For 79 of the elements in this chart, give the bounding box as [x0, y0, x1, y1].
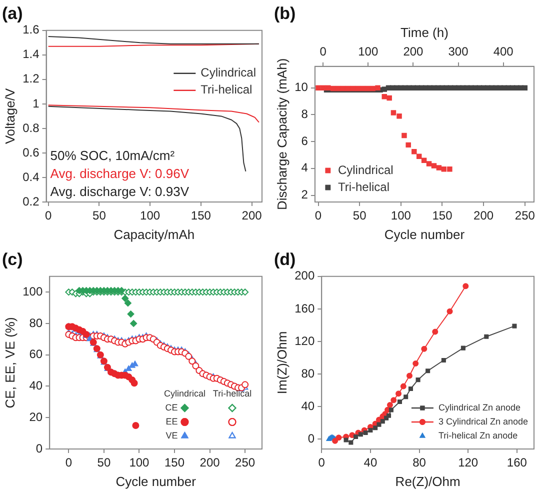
y-axis-title: CE, EE, VE (%) [2, 317, 18, 408]
x-axis-title: Re(Z)/Ohm [395, 474, 460, 489]
legend-label: Tri-helical [200, 82, 252, 97]
y-tick-label: 6 [301, 134, 308, 148]
y-axis-title: Discharge Capacity (mAh) [274, 58, 290, 210]
y-tick-label: 120 [294, 334, 315, 348]
legend-label: Cylindrical Zn anode [438, 402, 520, 412]
annotation: 50% SOC, 10mA/cm² [50, 148, 176, 163]
x-tick-label: 50 [352, 208, 367, 223]
y-tick-label: 1.6 [22, 22, 40, 37]
legend-label: Cylindrical [338, 162, 394, 177]
y-tick-label: 0 [308, 432, 315, 446]
y-tick-label: 80 [301, 366, 315, 380]
y-tick-label: 0 [36, 441, 43, 456]
x-axis-title: Cycle number [116, 474, 197, 489]
x-tick-label: 50 [92, 208, 106, 223]
x2-tick-label: 100 [358, 44, 378, 59]
annotation: Tri-helical [212, 388, 252, 398]
legend-label: Tri-helical [338, 180, 390, 194]
chart-title: (c) [2, 250, 23, 269]
x-tick-label: 200 [474, 208, 494, 223]
x-tick-label: 100 [129, 456, 150, 470]
y-tick-label: 60 [29, 347, 43, 362]
y-tick-label: 160 [294, 301, 315, 316]
x-tick-label: 160 [506, 456, 528, 470]
x-tick-label: 200 [200, 456, 220, 470]
y-tick-label: 0.6 [22, 145, 40, 160]
x-tick-label: 200 [242, 208, 262, 223]
y-tick-label: 8 [301, 107, 308, 122]
y-tick-label: 1 [32, 96, 40, 110]
x2-tick-label: 200 [403, 44, 424, 59]
annotation: Cylindrical [164, 388, 206, 398]
legend-label: Cylindrical [200, 66, 256, 80]
y-tick-label: 4 [301, 160, 308, 175]
legend-label: VE [166, 430, 178, 440]
x2-tick-label: 400 [493, 44, 514, 59]
y-tick-label: 1.2 [22, 72, 40, 86]
x-tick-label: 0 [44, 208, 52, 223]
x-tick-label: 100 [390, 208, 412, 223]
y-tick-label: 100 [22, 284, 43, 298]
legend-label: CE [165, 402, 178, 412]
y-tick-label: 2 [301, 188, 308, 202]
y-tick-label: 0.8 [22, 120, 40, 135]
y-tick-label: 200 [294, 268, 315, 283]
legend-label: Tri-helical Zn anode [438, 430, 518, 440]
x2-tick-label: 300 [448, 44, 469, 59]
y-tick-label: 10 [294, 80, 308, 94]
annotation: Avg. discharge V: 0.96V [50, 166, 190, 181]
x-tick-label: 250 [235, 456, 256, 470]
x-axis-title: Cycle number [384, 226, 466, 242]
x2-axis-title: Time (h) [400, 24, 448, 40]
x-tick-label: 150 [432, 208, 453, 223]
x-tick-label: 40 [364, 456, 378, 470]
x-tick-label: 50 [97, 456, 111, 470]
chart-title: (d) [274, 250, 296, 269]
y-tick-label: 1.4 [22, 47, 40, 62]
y-axis-title: Voltage/V [2, 88, 18, 144]
legend-label: 3 Cylindrical Zn anode [438, 416, 528, 426]
annotation: Avg. discharge V: 0.93V [50, 184, 190, 199]
x-tick-label: 150 [190, 208, 212, 223]
y-tick-label: 20 [29, 410, 43, 424]
x-tick-label: 250 [514, 208, 536, 223]
x-tick-label: 80 [412, 456, 426, 470]
y-tick-label: 40 [29, 378, 43, 393]
chart-title: (a) [2, 4, 23, 23]
x-tick-label: 0 [318, 456, 326, 470]
x-tick-label: 0 [65, 456, 72, 470]
x2-tick-label: 0 [320, 44, 327, 59]
x-axis-title: Capacity/mAh [114, 226, 195, 242]
x-tick-label: 120 [458, 456, 478, 470]
chart-title: (b) [274, 4, 296, 23]
y-tick-label: 40 [301, 398, 315, 413]
legend-label: EE [166, 416, 178, 426]
y-tick-label: 80 [29, 316, 43, 330]
x-tick-label: 100 [140, 208, 160, 223]
y-tick-label: 0.4 [22, 170, 40, 184]
y-tick-label: 0.2 [22, 194, 40, 208]
y-axis-title: Im(Z)/Ohm [274, 331, 290, 394]
x-tick-label: 150 [164, 456, 185, 470]
